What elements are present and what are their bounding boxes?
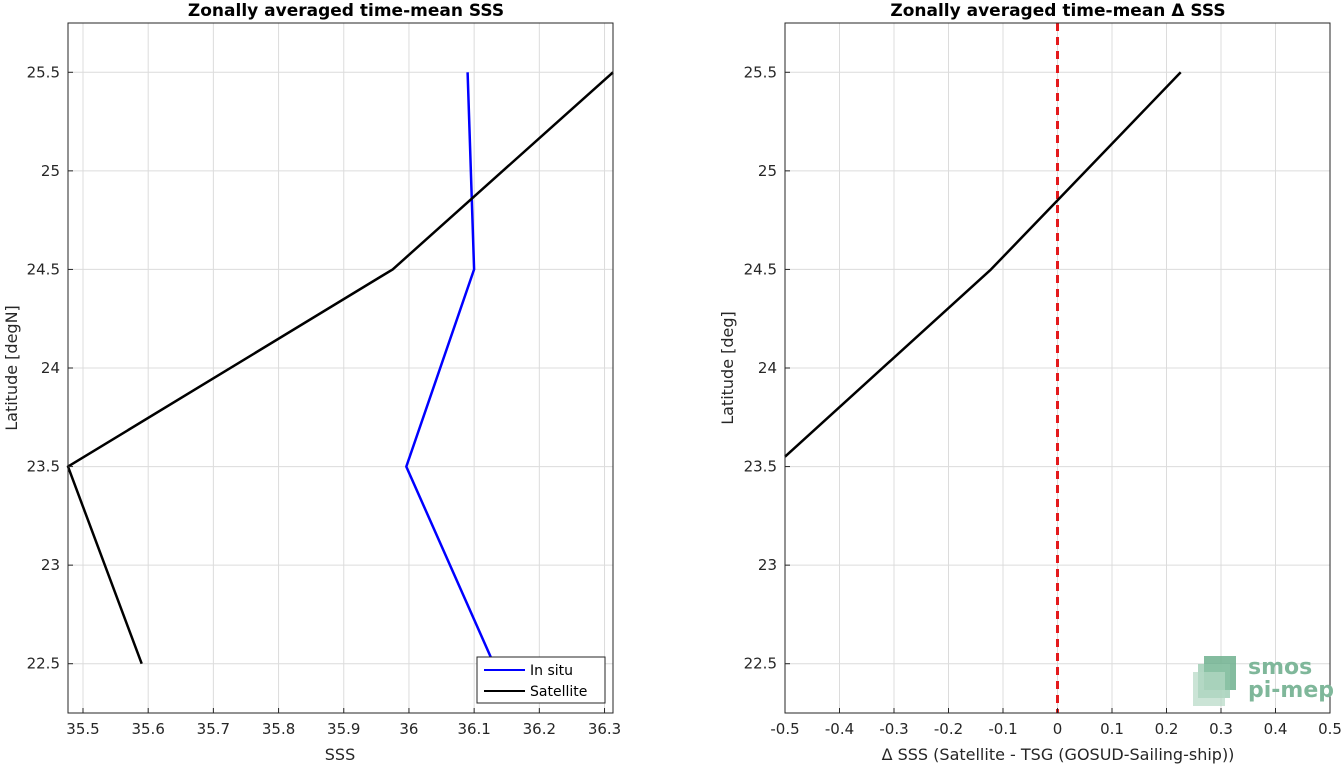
y-tick-label: 25	[41, 162, 60, 180]
y-tick-label: 25.5	[27, 63, 60, 81]
legend: In situ Satellite	[476, 656, 606, 704]
x-tick-label: -0.2	[934, 720, 963, 738]
y-tick-label: 24.5	[27, 260, 60, 278]
y-tick-label: 24.5	[744, 260, 777, 278]
grid	[68, 23, 613, 713]
legend-entry-in-situ: In situ	[530, 663, 573, 679]
series-line-satellite	[66, 71, 614, 665]
y-tick-label: 23.5	[27, 458, 60, 476]
sss-profile-chart: Zonally averaged time-mean SSS 35.5 35.6 3…	[2, 1, 621, 764]
y-axis-label: Latitude [deg]	[718, 311, 737, 425]
x-tick-label: 0.5	[1318, 720, 1342, 738]
y-axis-label: Latitude [degN]	[2, 305, 21, 431]
grid	[784, 23, 1331, 713]
x-tick-label: 0.4	[1264, 720, 1288, 738]
x-tick-label: -0.1	[988, 720, 1017, 738]
x-tick-label: 35.5	[66, 720, 99, 738]
series-line-in-situ	[405, 72, 495, 665]
x-ticks: 35.5 35.6 35.7 35.8 35.9 36 36.1 36.2 36.3	[66, 708, 621, 738]
series-line	[784, 71, 1182, 458]
delta-sss-profile-chart: Zonally averaged time-mean Δ SSS -0.5 -0.…	[718, 1, 1342, 764]
y-tick-label: 23	[41, 556, 60, 574]
y-tick-label: 23	[758, 556, 777, 574]
legend-entry-satellite: Satellite	[530, 684, 587, 700]
x-tick-label: 0.3	[1209, 720, 1233, 738]
x-tick-label: 35.9	[327, 720, 360, 738]
y-tick-label: 25	[758, 162, 777, 180]
chart-title: Zonally averaged time-mean Δ SSS	[890, 1, 1225, 21]
chart-title: Zonally averaged time-mean SSS	[188, 1, 504, 21]
y-ticks: 22.5 23 23.5 24 24.5 25 25.5	[27, 63, 73, 673]
x-tick-label: -0.5	[770, 720, 799, 738]
logo-line-1: smos	[1248, 655, 1312, 680]
x-tick-label: 0.2	[1155, 720, 1179, 738]
x-ticks: -0.5 -0.4 -0.3 -0.2 -0.1 0 0.1 0.2 0.3 0.4 0.5	[770, 708, 1342, 738]
x-tick-label: -0.3	[879, 720, 908, 738]
y-tick-label: 24	[758, 359, 777, 377]
x-tick-label: 35.7	[197, 720, 230, 738]
x-tick-label: -0.4	[825, 720, 854, 738]
series-layer	[66, 71, 614, 665]
smos-pi-mep-logo: smos pi-mep	[1193, 655, 1334, 706]
y-tick-label: 24	[41, 359, 60, 377]
x-tick-label: 35.6	[131, 720, 164, 738]
x-tick-label: 36.1	[457, 720, 490, 738]
x-tick-label: 0.1	[1100, 720, 1124, 738]
y-tick-label: 22.5	[744, 655, 777, 673]
legend-box	[476, 656, 606, 704]
x-axis-label: SSS	[325, 745, 355, 764]
x-tick-label: 0	[1053, 720, 1063, 738]
y-tick-label: 23.5	[744, 458, 777, 476]
x-tick-label: 35.8	[262, 720, 295, 738]
x-tick-label: 36.2	[523, 720, 556, 738]
x-tick-label: 36.3	[588, 720, 621, 738]
logo-mark-icon	[1193, 656, 1236, 706]
y-tick-label: 25.5	[744, 63, 777, 81]
x-axis-label: Δ SSS (Satellite - TSG (GOSUD-Sailing-sh…	[882, 745, 1235, 764]
logo-line-2: pi-mep	[1248, 678, 1334, 703]
y-tick-label: 22.5	[27, 655, 60, 673]
y-ticks: 22.5 23 23.5 24 24.5 25 25.5	[744, 63, 790, 673]
series-layer	[784, 23, 1182, 713]
x-tick-label: 36	[399, 720, 418, 738]
